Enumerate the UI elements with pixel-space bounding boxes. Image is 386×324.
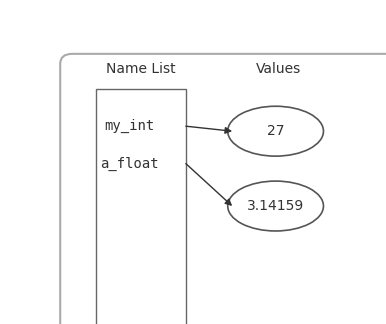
Text: Values: Values: [256, 62, 301, 76]
Text: 3.14159: 3.14159: [247, 199, 304, 213]
FancyBboxPatch shape: [60, 54, 386, 324]
Ellipse shape: [228, 106, 323, 156]
Text: a_float: a_float: [100, 156, 158, 171]
Text: my_int: my_int: [104, 119, 154, 133]
Text: 27: 27: [267, 124, 284, 138]
Text: Name List: Name List: [106, 62, 176, 76]
Bar: [96, 89, 186, 324]
Ellipse shape: [228, 181, 323, 231]
